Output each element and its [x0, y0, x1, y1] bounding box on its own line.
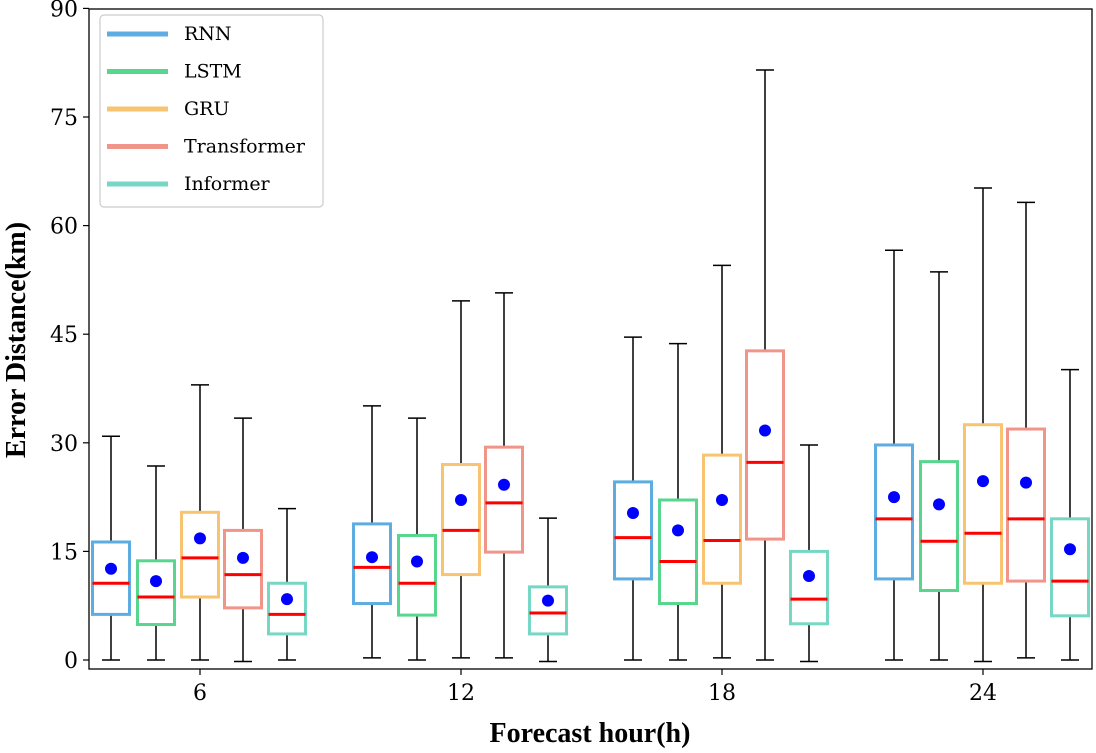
mean-marker — [411, 555, 423, 568]
mean-marker — [281, 593, 293, 606]
x-axis-title: Forecast hour(h) — [490, 718, 691, 749]
y-tick-label: 60 — [50, 215, 78, 240]
box-gru — [702, 453, 742, 585]
box-transformer — [223, 528, 263, 610]
box-gru — [180, 510, 220, 599]
y-tick-label: 75 — [50, 106, 78, 131]
y-tick-label: 15 — [50, 540, 78, 565]
box-lstm — [919, 460, 959, 592]
mean-marker — [977, 475, 989, 488]
y-axis-ticks: 0 15 30 45 60 75 90 — [50, 0, 89, 674]
x-tick-label: 18 — [708, 681, 736, 706]
y-tick-label: 30 — [50, 432, 78, 457]
mean-marker — [933, 498, 945, 511]
legend: RNN LSTM GRU Transformer Informer — [99, 14, 324, 208]
legend-frame — [99, 14, 324, 208]
box-gru — [963, 423, 1003, 585]
box-rnn — [352, 522, 392, 606]
plot-frame — [88, 8, 1093, 670]
mean-marker — [237, 551, 249, 564]
x-axis-ticks: 6 12 18 24 — [193, 669, 997, 706]
legend-label-informer: Informer — [184, 173, 271, 195]
mean-marker — [150, 575, 162, 588]
mean-marker — [1020, 476, 1032, 489]
box-transformer — [484, 445, 524, 554]
mean-marker — [627, 507, 639, 520]
mean-marker — [498, 478, 510, 491]
mean-marker — [194, 532, 206, 545]
mean-marker — [672, 524, 684, 537]
legend-label-lstm: LSTM — [184, 61, 242, 83]
legend-label-rnn: RNN — [184, 23, 232, 45]
box-rnn — [874, 443, 914, 581]
x-tick-label: 12 — [447, 681, 475, 706]
mean-marker — [716, 493, 728, 506]
box-gru — [441, 463, 481, 577]
y-tick-label: 0 — [64, 649, 78, 674]
mean-marker — [105, 562, 117, 575]
mean-marker — [1064, 543, 1076, 556]
box-lstm — [397, 533, 437, 617]
box-informer — [1050, 517, 1090, 618]
box-rnn — [613, 480, 653, 581]
box-lstm — [658, 498, 698, 606]
mean-marker — [759, 424, 771, 437]
y-axis-title: Error Distance(km) — [1, 222, 32, 458]
y-tick-label: 45 — [50, 323, 78, 348]
mean-marker — [455, 493, 467, 506]
box-informer — [528, 585, 568, 636]
box-transformer — [745, 349, 785, 541]
mean-marker — [803, 570, 815, 583]
mean-marker — [542, 594, 554, 607]
box-informer — [267, 581, 307, 636]
x-tick-label: 6 — [193, 681, 207, 706]
mean-marker — [888, 491, 900, 504]
legend-label-transformer: Transformer — [184, 136, 306, 158]
mean-marker — [366, 551, 378, 564]
box-lstm — [136, 559, 176, 627]
box-transformer — [1006, 427, 1046, 583]
box-informer — [789, 549, 829, 626]
x-tick-label: 24 — [969, 681, 997, 706]
box-rnn — [91, 540, 131, 616]
legend-label-gru: GRU — [184, 98, 230, 120]
box-plot-series — [91, 69, 1090, 663]
y-tick-label: 90 — [50, 0, 78, 22]
